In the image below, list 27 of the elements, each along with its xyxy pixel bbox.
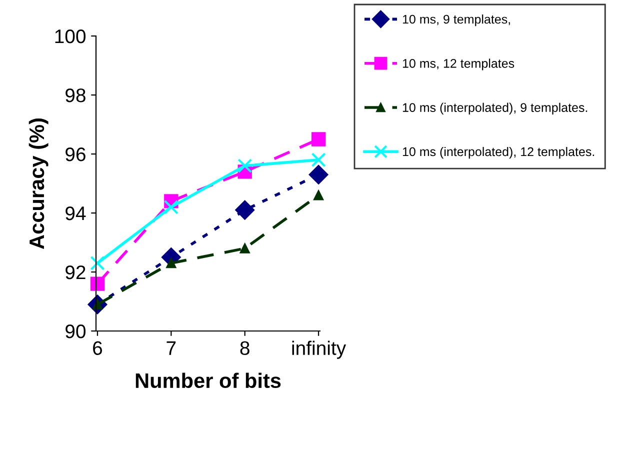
x-axis-title: Number of bits <box>136 372 281 388</box>
point <box>240 243 250 254</box>
point <box>311 152 326 168</box>
point <box>90 256 105 270</box>
point <box>311 132 326 146</box>
y-tick-label: 100 <box>55 29 86 44</box>
y-tick-label: 94 <box>66 206 86 220</box>
point <box>90 276 105 291</box>
point <box>238 158 252 174</box>
y-tick-label: 92 <box>66 265 86 280</box>
point <box>308 164 328 184</box>
x-tick-label: 7 <box>166 341 176 355</box>
point <box>314 190 324 200</box>
legend-label: 10 ms (interpolated), 12 templates. <box>402 146 594 159</box>
y-tick-label: 98 <box>66 88 86 102</box>
legend-label: 10 ms (interpolated), 9 templates. <box>402 102 588 114</box>
y-tick-label: 96 <box>66 147 86 162</box>
x-tick-label: infinity <box>292 340 346 359</box>
legend-label: 10 ms, 9 templates, <box>402 14 510 26</box>
point <box>164 200 178 214</box>
legend-label: 10 ms, 12 templates <box>402 58 514 70</box>
x-tick-label: 6 <box>93 341 102 356</box>
y-tick-label: 90 <box>66 324 86 338</box>
point <box>166 258 176 268</box>
point <box>235 200 255 220</box>
y-axis-title: Accuracy (%) <box>28 118 48 249</box>
x-tick-label: 8 <box>240 341 250 356</box>
